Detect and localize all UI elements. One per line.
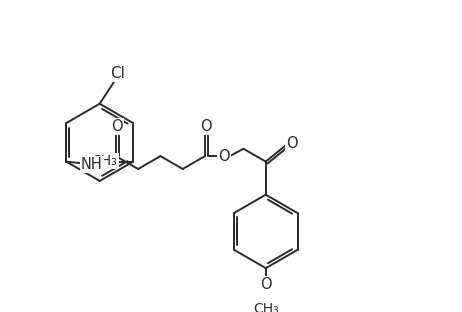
Text: O: O xyxy=(260,277,272,292)
Text: O: O xyxy=(201,119,212,134)
Text: CH₃: CH₃ xyxy=(253,302,279,312)
Text: O: O xyxy=(286,136,298,151)
Text: CH₃: CH₃ xyxy=(92,154,117,168)
Text: O: O xyxy=(111,119,123,134)
Text: Cl: Cl xyxy=(110,66,126,81)
Text: NH: NH xyxy=(81,157,103,172)
Text: O: O xyxy=(219,149,230,163)
